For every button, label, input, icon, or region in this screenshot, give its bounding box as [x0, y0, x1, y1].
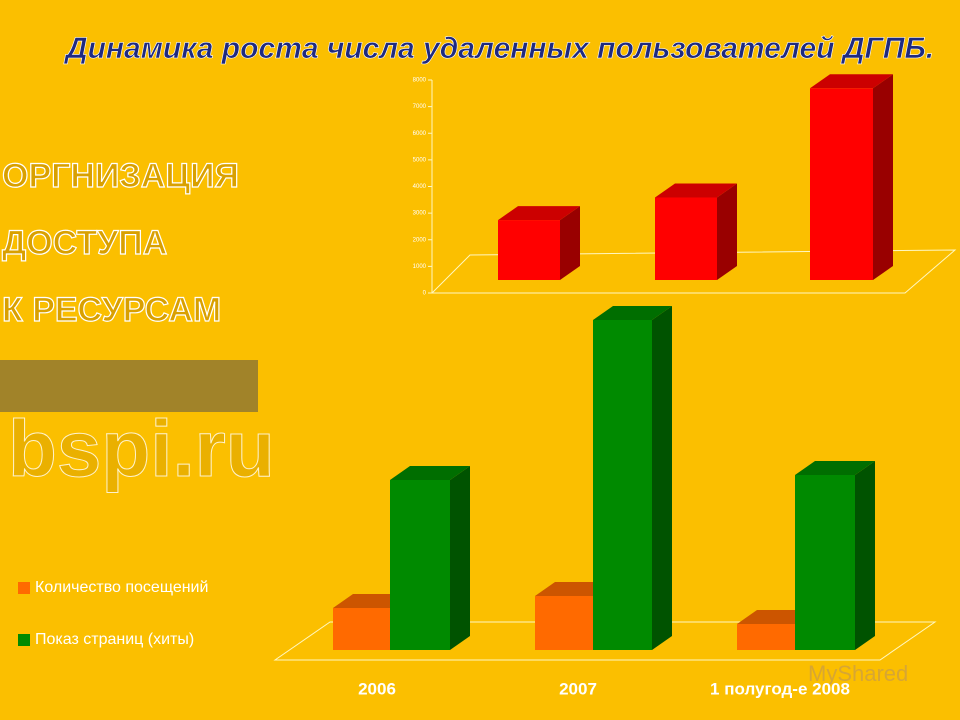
bar-top	[593, 306, 672, 320]
bar	[498, 220, 560, 280]
y-tick-label: 6000	[413, 131, 427, 137]
side-text: ДОСТУПА	[2, 224, 167, 262]
bar-side	[855, 461, 875, 650]
legend-label: Количество посещений	[35, 579, 208, 596]
y-tick-label: 2000	[413, 237, 427, 243]
y-tick-label: 5000	[413, 157, 427, 163]
bar-top	[810, 74, 893, 89]
bar	[390, 480, 450, 650]
bar	[795, 475, 855, 650]
bar	[333, 608, 390, 650]
y-tick-label: 7000	[413, 104, 427, 110]
bar	[737, 624, 795, 650]
floor	[430, 249, 957, 294]
bar-side	[560, 206, 580, 280]
side-text: ОРГНИЗАЦИЯ	[2, 157, 239, 195]
bar-top	[655, 183, 737, 198]
y-tick-label: 4000	[413, 184, 427, 190]
legend-label: Показ страниц (хиты)	[35, 631, 194, 648]
logo-text: bspi.ru	[8, 404, 275, 493]
x-tick-label: 2007	[559, 679, 597, 698]
bar-side	[717, 183, 737, 280]
legend-swatch	[18, 634, 30, 646]
x-tick-label: 1 полугод-е 2008	[710, 679, 850, 698]
bar-side	[450, 466, 470, 650]
y-tick-label: 0	[423, 291, 427, 297]
bar-side	[652, 306, 672, 650]
legend-swatch	[18, 582, 30, 594]
bar-top	[498, 206, 580, 221]
y-tick-label: 3000	[413, 211, 427, 217]
bar	[810, 88, 873, 280]
bar-side	[873, 74, 893, 280]
slide-title: Динамика роста числа удаленных пользоват…	[63, 32, 934, 65]
bar	[535, 596, 593, 650]
bar-top	[795, 461, 875, 475]
banner-image	[0, 360, 258, 412]
bar	[593, 320, 652, 650]
y-tick-label: 1000	[413, 264, 427, 270]
x-tick-label: 2006	[358, 679, 396, 698]
watermark: MyShared	[808, 661, 908, 686]
floor	[273, 621, 937, 661]
y-tick-label: 8000	[413, 78, 427, 84]
bar	[655, 197, 717, 280]
bar-top	[390, 466, 470, 480]
side-text: К РЕСУРСАМ	[2, 291, 221, 329]
